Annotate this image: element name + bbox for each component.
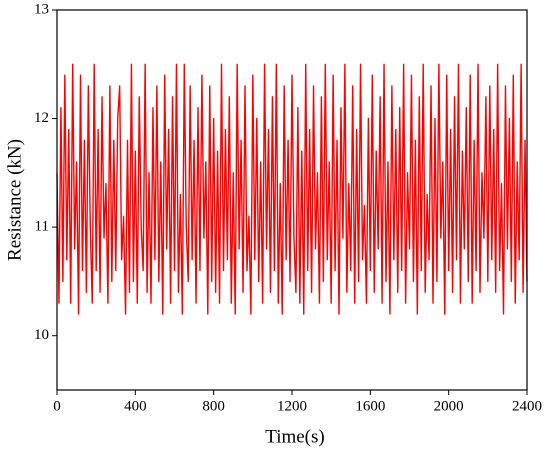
x-axis-label: Time(s): [265, 426, 324, 447]
x-tick-label: 400: [124, 398, 147, 414]
x-tick-label: 1600: [355, 398, 385, 414]
y-tick-label: 12: [34, 110, 49, 126]
plot-frame: [56, 9, 528, 391]
data-line: [56, 63, 528, 315]
x-tick-label: 800: [202, 398, 225, 414]
y-tick-label: 10: [34, 327, 49, 343]
x-tick-label: 1200: [277, 398, 307, 414]
y-tick-label: 13: [34, 1, 49, 17]
y-axis-label: Resistance (kN): [4, 139, 25, 261]
y-tick-label: 11: [35, 219, 49, 235]
x-tick-label: 2000: [434, 398, 464, 414]
x-tick-label: 0: [53, 398, 61, 414]
x-tick-label: 2400: [512, 398, 542, 414]
